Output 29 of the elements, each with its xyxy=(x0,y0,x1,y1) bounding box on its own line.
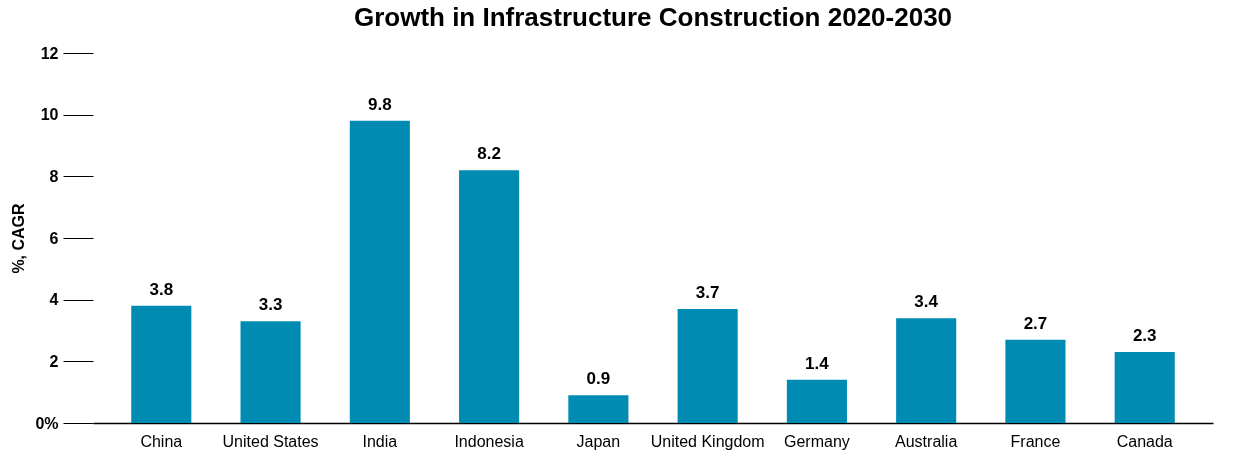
data-label: 3.4 xyxy=(914,292,939,312)
x-tick-label: Canada xyxy=(1116,432,1173,450)
y-tick-label: 0% xyxy=(35,414,59,432)
data-label: 2.3 xyxy=(1132,326,1157,346)
data-label: 0.9 xyxy=(586,369,611,389)
x-tick-label: France xyxy=(1010,432,1061,450)
x-tick-label: Australia xyxy=(895,432,958,450)
y-tick-label: 12 xyxy=(40,44,59,62)
data-label: 3.8 xyxy=(149,279,174,299)
data-label: 3.7 xyxy=(695,282,720,302)
data-label: 2.7 xyxy=(1023,313,1048,333)
y-tick-label: 8 xyxy=(49,167,59,185)
y-tick-label: 10 xyxy=(40,106,59,124)
data-label: 1.4 xyxy=(805,353,830,373)
data-label: 9.8 xyxy=(368,94,392,114)
x-tick-label: Japan xyxy=(576,432,621,450)
data-label: 8.2 xyxy=(477,144,501,164)
x-tick-label: China xyxy=(140,432,183,450)
x-tick-label: Germany xyxy=(784,432,850,450)
chart-title: Growth in Infrastructure Construction 2020-2030 xyxy=(353,2,953,32)
x-tick-label: United Kingdom xyxy=(650,432,765,450)
y-tick-label: 4 xyxy=(49,291,59,309)
x-tick-label: United States xyxy=(222,432,319,450)
data-label: 3.3 xyxy=(258,295,283,315)
x-tick-label: India xyxy=(362,432,398,450)
x-tick-label: Indonesia xyxy=(454,432,524,450)
y-axis-title: %, CAGR xyxy=(10,202,28,274)
y-tick-label: 2 xyxy=(49,352,59,370)
y-tick-label: 6 xyxy=(49,229,59,247)
